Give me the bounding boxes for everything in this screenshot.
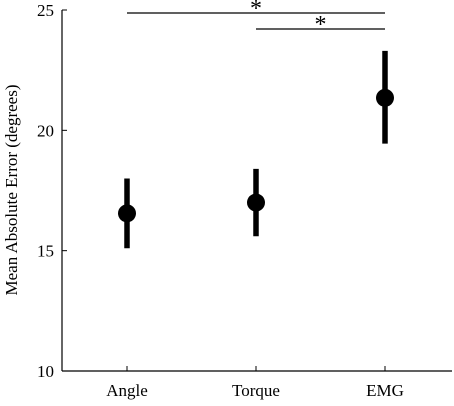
y-tick-label-25: 25 [37,1,54,20]
significance-brackets: ** [127,0,385,38]
x-tick-label-emg: EMG [366,381,404,400]
data-marks [118,50,394,249]
data-point-torque [247,193,265,212]
data-point-angle [118,204,136,223]
y-axis-title: Mean Absolute Error (degrees) [2,84,21,295]
significance-star-2: * [315,12,327,38]
y-tick-label-20: 20 [37,121,54,140]
axes: 10 15 20 25 Angle Torque EMG [37,1,452,400]
x-tick-label-torque: Torque [232,381,280,400]
significance-star-1: * [250,0,262,22]
x-tick-label-angle: Angle [106,381,148,400]
y-tick-label-15: 15 [37,242,54,261]
data-point-emg [376,88,394,107]
y-tick-label-10: 10 [37,362,54,381]
